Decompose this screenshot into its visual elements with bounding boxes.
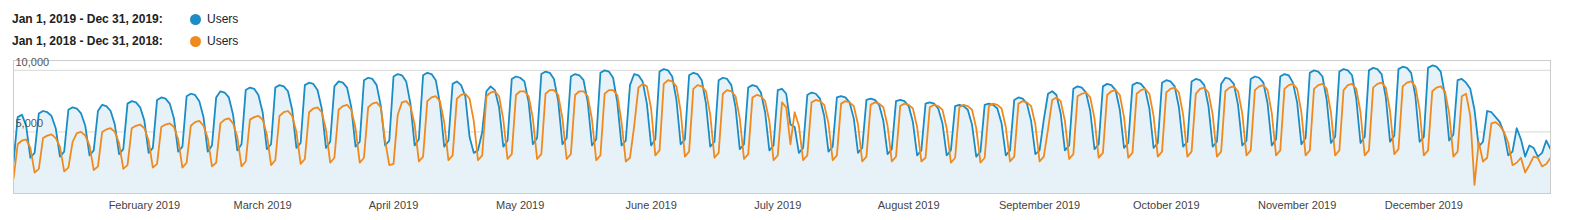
svg-text:10,000: 10,000 [16, 56, 50, 68]
html-text:Users: Users [207, 34, 239, 48]
svg-text:July 2019: July 2019 [754, 199, 801, 211]
svg-text:September 2019: September 2019 [999, 199, 1080, 211]
svg-text:October 2019: October 2019 [1133, 199, 1200, 211]
svg-text:November 2019: November 2019 [1258, 199, 1336, 211]
svg-text:December 2019: December 2019 [1385, 199, 1463, 211]
svg-text:February 2019: February 2019 [109, 199, 181, 211]
svg-text:June 2019: June 2019 [625, 199, 676, 211]
svg-text:March 2019: March 2019 [234, 199, 292, 211]
html-text:Users: Users [207, 12, 239, 26]
svg-text:5,000: 5,000 [16, 117, 44, 129]
svg-text:May 2019: May 2019 [496, 199, 544, 211]
html-text:Jan 1, 2019 - Dec 31, 2019:: Jan 1, 2019 - Dec 31, 2019: [12, 12, 163, 26]
html-text:Jan 1, 2018 - Dec 31, 2018:: Jan 1, 2018 - Dec 31, 2018: [12, 34, 163, 48]
svg-text:April 2019: April 2019 [369, 199, 419, 211]
svg-text:August 2019: August 2019 [878, 199, 940, 211]
